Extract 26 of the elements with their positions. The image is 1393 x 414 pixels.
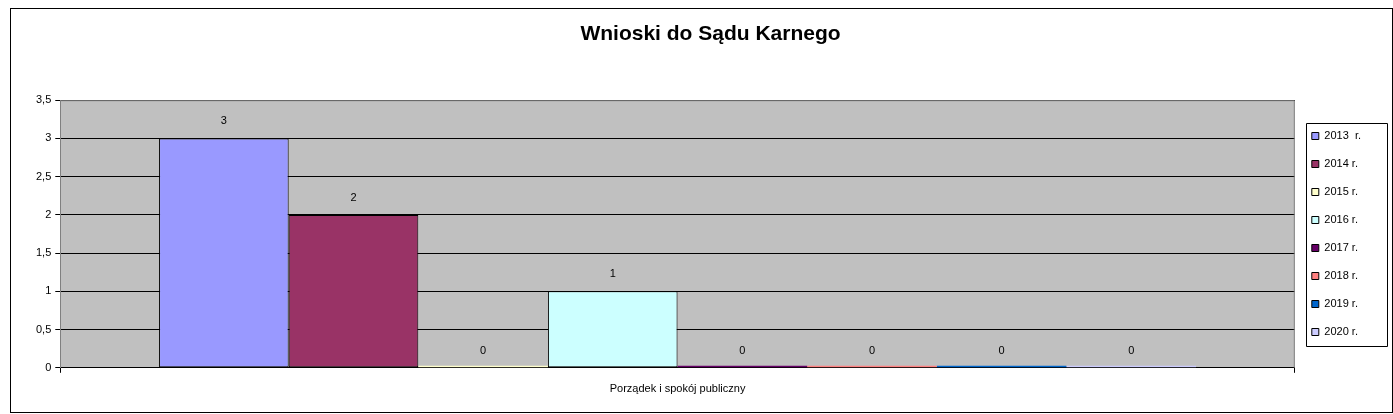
data-label: 3 xyxy=(220,114,227,127)
y-tick-label: 1 xyxy=(45,284,52,297)
legend-label: 2017 r. xyxy=(1324,241,1358,254)
y-tick-label: 0 xyxy=(45,360,52,373)
x-tick-label: Porządek i spokój publiczny xyxy=(609,382,746,395)
legend-label: 2013 r. xyxy=(1324,129,1362,142)
chart-title: Wnioski do Sądu Karnego xyxy=(580,21,841,45)
y-tick-label: 3,5 xyxy=(35,93,52,106)
y-tick-label: 1,5 xyxy=(35,246,52,259)
y-tick-label: 0,5 xyxy=(35,322,52,335)
legend-label: 2019 r. xyxy=(1324,297,1358,310)
data-label: 1 xyxy=(609,267,616,280)
data-label: 0 xyxy=(998,343,1005,356)
y-tick-label: 2 xyxy=(45,207,52,220)
data-label: 0 xyxy=(739,343,746,356)
data-label: 2 xyxy=(350,190,357,203)
legend-label: 2016 r. xyxy=(1324,213,1358,226)
y-tick-label: 3 xyxy=(45,131,52,144)
data-label: 0 xyxy=(480,343,487,356)
legend-label: 2020 r. xyxy=(1324,325,1358,338)
legend-label: 2015 r. xyxy=(1324,185,1358,198)
legend-label: 2014 r. xyxy=(1324,157,1358,170)
legend-label: 2018 r. xyxy=(1324,269,1358,282)
y-tick-label: 2,5 xyxy=(35,169,52,182)
data-label: 0 xyxy=(1128,343,1135,356)
data-label: 0 xyxy=(868,343,876,356)
